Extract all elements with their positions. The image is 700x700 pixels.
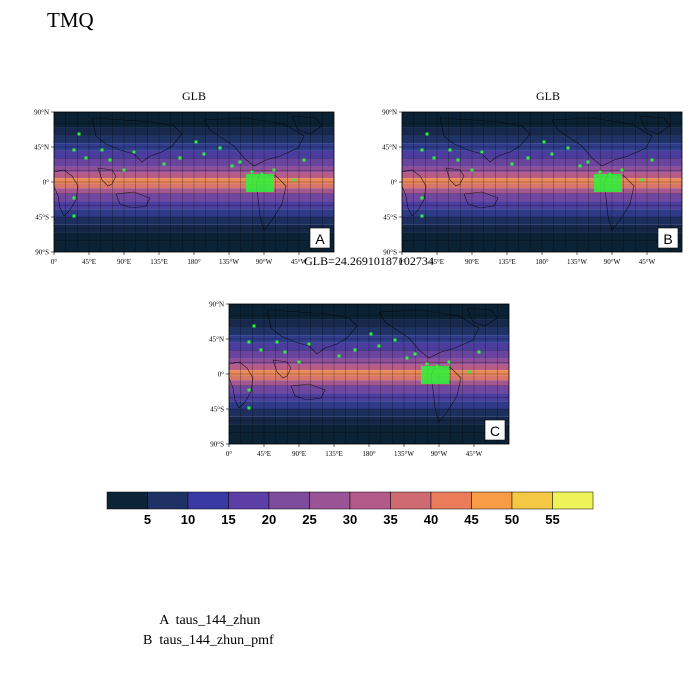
x-tick-label: 135°E (325, 450, 343, 458)
x-tick-label: 135°W (567, 258, 587, 266)
colorbar: 5 10 15 20 25 30 35 40 45 50 55 (106, 491, 594, 527)
panel-label: A (315, 231, 325, 247)
x-tick-label: 0° (399, 258, 406, 266)
colorbar-swatch (349, 491, 391, 510)
page-title: TMQ (47, 8, 94, 32)
colorbar-swatch (552, 491, 594, 510)
colorbar-swatch (228, 491, 270, 510)
map-panel-a: A 0° 45°E 90°E 135°E 180° 135°W 90°W 45°W 90°N 45°… (34, 109, 335, 266)
y-tick-label: 45°S (35, 214, 49, 222)
y-tick-label: 45°N (34, 144, 49, 152)
panel-c-title: GLB=24.26910187102734 (304, 254, 434, 268)
colorbar-label: 35 (383, 512, 397, 527)
colorbar-swatch (511, 491, 553, 510)
x-tick-label: 0° (226, 450, 233, 458)
x-tick-label: 45°W (639, 258, 656, 266)
x-tick-label: 135°W (219, 258, 239, 266)
colorbar-swatch (430, 491, 472, 510)
y-tick-label: 0° (218, 371, 225, 379)
legend-a: A taus_144_zhun (153, 597, 260, 629)
colorbar-swatch (471, 491, 513, 510)
colorbar-label: 30 (343, 512, 357, 527)
y-tick-label: 90°N (382, 109, 397, 117)
colorbar-swatch (147, 491, 189, 510)
y-tick-label: 0° (43, 179, 50, 187)
colorbar-label: 10 (181, 512, 195, 527)
x-tick-label: 90°E (465, 258, 479, 266)
y-tick-label: 45°N (209, 336, 224, 344)
legend-a-text: taus_144_zhun (175, 613, 261, 628)
y-tick-label: 90°S (210, 441, 224, 449)
x-tick-label: 90°W (431, 450, 448, 458)
x-tick-label: 90°E (292, 450, 306, 458)
x-tick-label: 90°W (256, 258, 273, 266)
colorbar-label: 40 (424, 512, 438, 527)
y-tick-label: 90°N (34, 109, 49, 117)
x-tick-label: 90°W (604, 258, 621, 266)
colorbar-label: 50 (505, 512, 519, 527)
y-tick-label: 45°S (383, 214, 397, 222)
colorbar-swatch (106, 491, 148, 510)
legend-b-text: taus_144_zhun_pmf (159, 633, 274, 648)
panel-a-title: GLB (182, 89, 206, 103)
legend-a-id: A (159, 613, 169, 628)
panel-b-title: GLB (536, 89, 560, 103)
x-tick-label: 180° (362, 450, 376, 458)
colorbar-label: 20 (262, 512, 276, 527)
colorbar-label: 55 (545, 512, 559, 527)
y-tick-label: 45°N (382, 144, 397, 152)
colorbar-swatch (309, 491, 351, 510)
x-tick-label: 135°E (150, 258, 168, 266)
colorbar-label: 45 (464, 512, 478, 527)
colorbar-swatch (390, 491, 432, 510)
colorbar-label: 15 (221, 512, 235, 527)
x-tick-label: 135°W (394, 450, 414, 458)
legend-b: B taus_144_zhun_pmf (136, 617, 274, 649)
colorbar-label: 5 (144, 512, 151, 527)
panel-label: C (490, 423, 500, 439)
y-tick-label: 90°N (209, 301, 224, 309)
map-panel-c: C 0° 45°E 90°E 135°E 180° 135°W 90°W 45°W 90°N 45°… (209, 301, 510, 458)
x-tick-label: 45°E (257, 450, 271, 458)
x-tick-label: 0° (51, 258, 58, 266)
legend-b-id: B (143, 633, 153, 648)
x-tick-label: 180° (187, 258, 201, 266)
colorbar-swatch (187, 491, 229, 510)
x-tick-label: 135°E (498, 258, 516, 266)
y-tick-label: 45°S (210, 406, 224, 414)
y-tick-label: 0° (391, 179, 398, 187)
x-tick-label: 45°W (291, 258, 308, 266)
x-tick-label: 45°E (430, 258, 444, 266)
x-tick-label: 180° (535, 258, 549, 266)
colorbar-swatch (268, 491, 310, 510)
map-panel-b: B 0° 45°E 90°E 135°E 180° 135°W 90°W 45°W 90°N 45°… (382, 109, 683, 266)
y-tick-label: 90°S (383, 249, 397, 257)
y-tick-label: 90°S (35, 249, 49, 257)
x-tick-label: 45°W (466, 450, 483, 458)
panel-label: B (663, 231, 672, 247)
x-tick-label: 45°E (82, 258, 96, 266)
colorbar-label: 25 (302, 512, 316, 527)
x-tick-label: 90°E (117, 258, 131, 266)
